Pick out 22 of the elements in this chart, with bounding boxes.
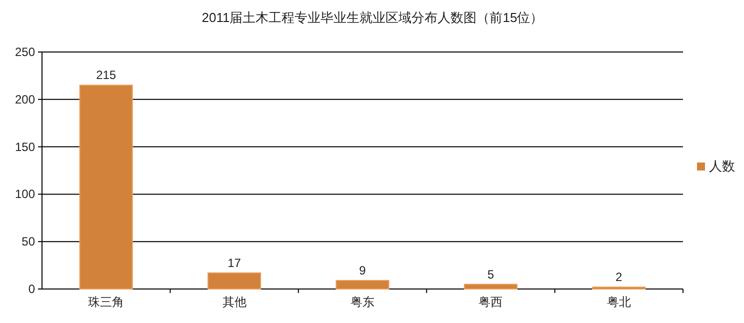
data-label: 5 [487,267,494,282]
legend-label: 人数 [709,158,735,174]
x-tick-label: 粤西 [478,295,503,309]
chart-title: 2011届土木工程专业毕业生就业区域分布人数图（前15位） [202,10,544,25]
y-tick-label: 0 [28,282,36,296]
data-label: 9 [359,263,366,278]
x-tick-label: 其他 [222,295,246,309]
data-label: 17 [228,256,242,270]
y-tick-label: 250 [14,45,36,59]
bar [336,280,390,290]
y-tick-label: 50 [22,234,36,249]
y-tick-label: 100 [14,187,36,202]
data-label: 2 [616,270,623,284]
x-tick-label: 珠三角 [88,295,124,309]
bar [464,284,518,290]
bar [79,84,133,290]
data-label: 215 [96,68,116,82]
x-tick-label: 粤北 [606,295,631,309]
bar [208,272,262,290]
x-tick-label: 粤东 [350,295,374,309]
y-tick-label: 200 [14,92,36,106]
y-tick-label: 150 [14,140,36,154]
